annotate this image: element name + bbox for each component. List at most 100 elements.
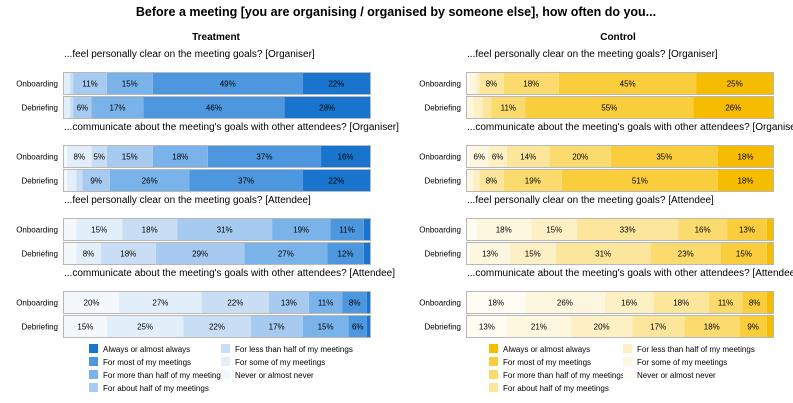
data-label: 17% [650,323,666,332]
data-label: 6% [473,153,485,162]
legend-swatch [489,357,498,366]
bar-segment [708,292,743,313]
bar-segment [503,73,559,94]
legend-label: For most of my meetings [503,358,591,367]
data-label: 8% [349,299,361,308]
bar-frame [466,315,774,338]
bar-segment [327,243,364,264]
data-label: 18% [737,177,753,186]
bar-segment [119,292,202,313]
bar-segment [64,243,77,264]
row-label-onboarding: Onboarding [16,80,58,89]
bar-segment [76,170,83,191]
bar-segment [467,243,471,264]
legend-swatch [221,344,230,353]
data-label: 27% [152,299,168,308]
data-label: 8% [749,299,761,308]
bar-frame [63,242,371,265]
bar-frame [63,218,371,241]
bar-segment [64,146,68,167]
legend-swatch [89,344,98,353]
bar-segment [525,292,605,313]
bar-segment [476,219,532,240]
legend-swatch [489,344,498,353]
bar-segment [467,292,526,313]
legend-label: For less than half of my meetings [235,345,353,354]
bar-segment [302,170,370,191]
bar-segment [473,97,483,118]
row-label-debriefing: Debriefing [425,323,461,332]
bar-segment [70,73,74,94]
bar-segment [183,316,251,337]
data-label: 22% [209,323,225,332]
bar-segment [720,243,767,264]
data-label: 8% [486,80,498,89]
bar-segment [766,243,773,264]
data-label: 18% [673,299,689,308]
row-label-debriefing: Debriefing [22,104,58,113]
question-title-control-1: ...feel personally clear on the meeting … [467,49,718,60]
data-label: 26% [142,177,158,186]
data-label: 18% [142,226,158,235]
legend-swatch [221,357,230,366]
data-label: 25% [137,323,153,332]
bar-segment [506,316,572,337]
data-label: 18% [704,323,720,332]
bar-segment [250,316,303,337]
bar-segment [152,146,208,167]
data-label: 16% [695,226,711,235]
data-label: 11% [339,226,354,235]
data-label: 21% [531,323,547,332]
question-title-control-2: ...communicate about the meeting's goals… [467,122,793,133]
bar-segment [70,97,74,118]
bar-segment [742,292,767,313]
data-label: 33% [620,226,636,235]
bar-segment [727,219,767,240]
bar-segment [91,146,107,167]
row-label-debriefing: Debriefing [425,250,461,259]
bar-segment [366,316,370,337]
data-label: 31% [595,250,611,259]
data-label: 18% [172,153,188,162]
bar-segment [717,146,773,167]
bar-frame [63,96,371,119]
bar-segment [503,170,562,191]
bar-segment [109,170,190,191]
bar-segment [488,146,507,167]
legend-swatch [89,383,98,392]
bar-frame [63,145,371,168]
bar-segment [604,292,654,313]
data-label: 8% [486,177,498,186]
data-label: 27% [278,250,294,259]
bar-segment [766,219,773,240]
bar-segment [577,219,679,240]
bar-segment [82,170,110,191]
bar-segment [684,316,740,337]
bar-segment [106,73,153,94]
data-label: 14% [520,153,536,162]
row-label-debriefing: Debriefing [425,104,461,113]
data-label: 18% [737,153,753,162]
data-label: 5% [93,153,105,162]
bar-segment [549,146,611,167]
legend-label: For more than half of my meetings [103,371,225,380]
bar-segment [152,73,303,94]
bar-frame [466,72,774,95]
bar-segment [106,146,153,167]
data-label: 22% [227,299,243,308]
row-label-onboarding: Onboarding [419,226,461,235]
bar-segment [558,73,697,94]
bar-segment [366,292,370,313]
row-label-onboarding: Onboarding [16,226,58,235]
bar-segment [766,316,773,337]
bar-frame [63,72,371,95]
data-label: 20% [84,299,100,308]
question-title-treatment-2: ...communicate about the meeting's goals… [64,122,399,133]
data-label: 15% [318,323,334,332]
question-title-control-4: ...communicate about the meeting's goals… [467,268,793,279]
bar-frame [466,218,774,241]
bar-segment [143,97,285,118]
bar-segment [470,243,510,264]
bar-segment [479,170,504,191]
data-label: 16% [621,299,637,308]
